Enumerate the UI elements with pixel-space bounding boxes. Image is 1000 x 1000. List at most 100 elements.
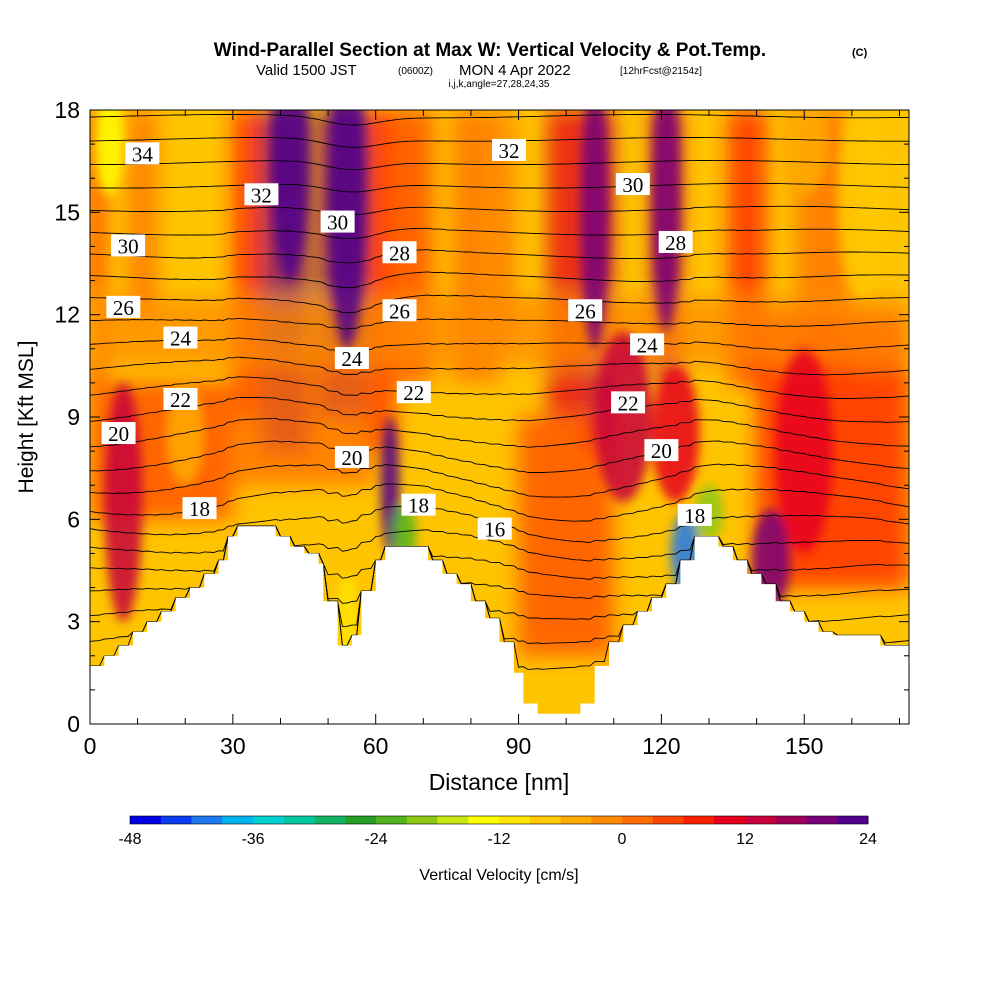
contour-label-bg bbox=[568, 299, 603, 322]
downdraft-core bbox=[780, 110, 829, 196]
downdraft-core bbox=[94, 110, 124, 196]
colorbar-swatch bbox=[806, 816, 838, 824]
theta-contour-label: 16 bbox=[477, 517, 512, 542]
theta-contour-line bbox=[90, 525, 909, 580]
colorbar-label: Vertical Velocity [cm/s] bbox=[419, 867, 578, 884]
theta-contour-label: 32 bbox=[492, 138, 527, 163]
theta-contour-label: 20 bbox=[644, 439, 679, 463]
contour-label-bg bbox=[401, 493, 436, 516]
theta-contour-line bbox=[90, 182, 909, 193]
plot-area: 34 32 30 32 30 30 28 28 26 26 26 24 24 24 22 22 22 20 20 20… bbox=[90, 92, 909, 724]
contour-label-bg bbox=[244, 183, 279, 206]
updraft-core bbox=[270, 110, 310, 281]
contour-label-text: 22 bbox=[618, 391, 639, 415]
contour-label-text: 28 bbox=[665, 231, 686, 255]
colorbar-tick-label: 0 bbox=[618, 831, 627, 848]
colorbar-swatch bbox=[130, 816, 162, 824]
colorbar-swatch bbox=[253, 816, 285, 824]
contour-label-text: 20 bbox=[108, 422, 129, 446]
colorbar-swatch bbox=[406, 816, 438, 824]
theta-contour-label: 26 bbox=[568, 299, 603, 323]
colorbar-tick-label: -36 bbox=[241, 831, 264, 848]
theta-contour-line bbox=[90, 271, 909, 289]
contour-label-text: 18 bbox=[408, 494, 429, 518]
downdraft-core bbox=[480, 144, 510, 349]
colorbar-tick-label: 12 bbox=[736, 831, 754, 848]
updraft-core bbox=[594, 331, 652, 503]
theta-contour-label: 34 bbox=[125, 142, 160, 166]
colorbar: -48 -36 -24 -12 0 12 24 bbox=[118, 815, 877, 848]
contour-label-text: 34 bbox=[132, 142, 154, 166]
contour-label-bg bbox=[615, 173, 650, 196]
theta-contour-line bbox=[90, 227, 909, 239]
contour-label-bg bbox=[677, 503, 712, 526]
theta-contour-label: 28 bbox=[658, 231, 693, 255]
updraft-core bbox=[580, 110, 610, 349]
colorbar-swatch bbox=[376, 816, 408, 824]
colorbar-swatch bbox=[345, 816, 377, 824]
contour-label-bg bbox=[382, 241, 417, 264]
y-tick-label: 18 bbox=[54, 97, 80, 123]
colorbar-swatch bbox=[745, 816, 777, 824]
downdraft-core bbox=[837, 110, 886, 298]
colorbar-swatch bbox=[160, 816, 192, 824]
x-tick-label: 60 bbox=[363, 733, 389, 759]
theta-contour-line bbox=[90, 205, 909, 216]
colorbar-swatch bbox=[283, 816, 315, 824]
colorbar-swatch bbox=[591, 816, 623, 824]
theta-contour-line bbox=[90, 463, 909, 498]
theta-contour-label: 20 bbox=[334, 445, 369, 470]
colorbar-tick-label: -24 bbox=[364, 831, 387, 848]
colorbar-swatch bbox=[529, 816, 561, 824]
x-tick-label: 120 bbox=[642, 733, 680, 759]
contour-label-text: 26 bbox=[575, 299, 596, 323]
theta-contour-line bbox=[90, 483, 909, 522]
theta-contour-line bbox=[90, 92, 909, 103]
theta-contour-line bbox=[90, 337, 909, 353]
x-tick-label: 90 bbox=[506, 733, 532, 759]
contour-label-bg bbox=[630, 333, 665, 356]
contour-label-bg bbox=[382, 299, 417, 322]
y-axis-label: Height [Kft MSL] bbox=[15, 341, 38, 494]
contour-label-bg bbox=[320, 210, 355, 233]
contour-label-text: 30 bbox=[622, 173, 643, 197]
contour-label-text: 32 bbox=[499, 139, 520, 163]
contour-label-text: 18 bbox=[189, 497, 210, 521]
theta-contour-line bbox=[90, 114, 909, 126]
theta-contour-label: 24 bbox=[630, 333, 665, 357]
colorbar-swatch bbox=[314, 816, 346, 824]
subtitle-fcst: [12hrFcst@2154z] bbox=[620, 66, 702, 77]
theta-contour-line bbox=[90, 440, 909, 474]
contour-label-text: 26 bbox=[389, 299, 410, 323]
colorbar-swatch bbox=[499, 816, 531, 824]
theta-contour-label: 24 bbox=[334, 347, 369, 371]
colorbar-swatch bbox=[191, 816, 223, 824]
colorbar-swatch bbox=[560, 816, 592, 824]
colorbar-swatch bbox=[222, 816, 254, 824]
x-tick-label: 150 bbox=[785, 733, 823, 759]
theta-contour-label: 26 bbox=[382, 299, 417, 323]
theta-contour-line bbox=[90, 356, 909, 376]
theta-contour-line bbox=[90, 525, 909, 562]
contour-label-text: 24 bbox=[637, 333, 659, 357]
contour-label-text: 22 bbox=[403, 381, 424, 405]
theta-contour-label: 18 bbox=[401, 493, 436, 518]
title-mark: (C) bbox=[852, 47, 868, 59]
theta-contour-label: 28 bbox=[382, 241, 417, 265]
subtitle-indices: i,j,k,angle=27,28,24,35 bbox=[449, 79, 550, 90]
contour-label-text: 22 bbox=[170, 388, 191, 412]
contour-label-bg bbox=[334, 445, 369, 468]
y-tick-label: 3 bbox=[67, 609, 80, 635]
contour-label-text: 28 bbox=[389, 241, 410, 265]
contour-label-text: 16 bbox=[484, 518, 505, 542]
theta-contour-label: 32 bbox=[244, 183, 279, 207]
theta-contour-label: 22 bbox=[396, 381, 431, 405]
theta-contour-line bbox=[90, 317, 909, 330]
colorbar-tick-label: -12 bbox=[487, 831, 510, 848]
y-tick-label: 12 bbox=[54, 302, 80, 328]
x-axis-label: Distance [nm] bbox=[429, 769, 570, 795]
colorbar-swatch bbox=[775, 816, 807, 824]
contour-label-text: 18 bbox=[684, 504, 705, 528]
theta-contour-line bbox=[90, 294, 909, 314]
